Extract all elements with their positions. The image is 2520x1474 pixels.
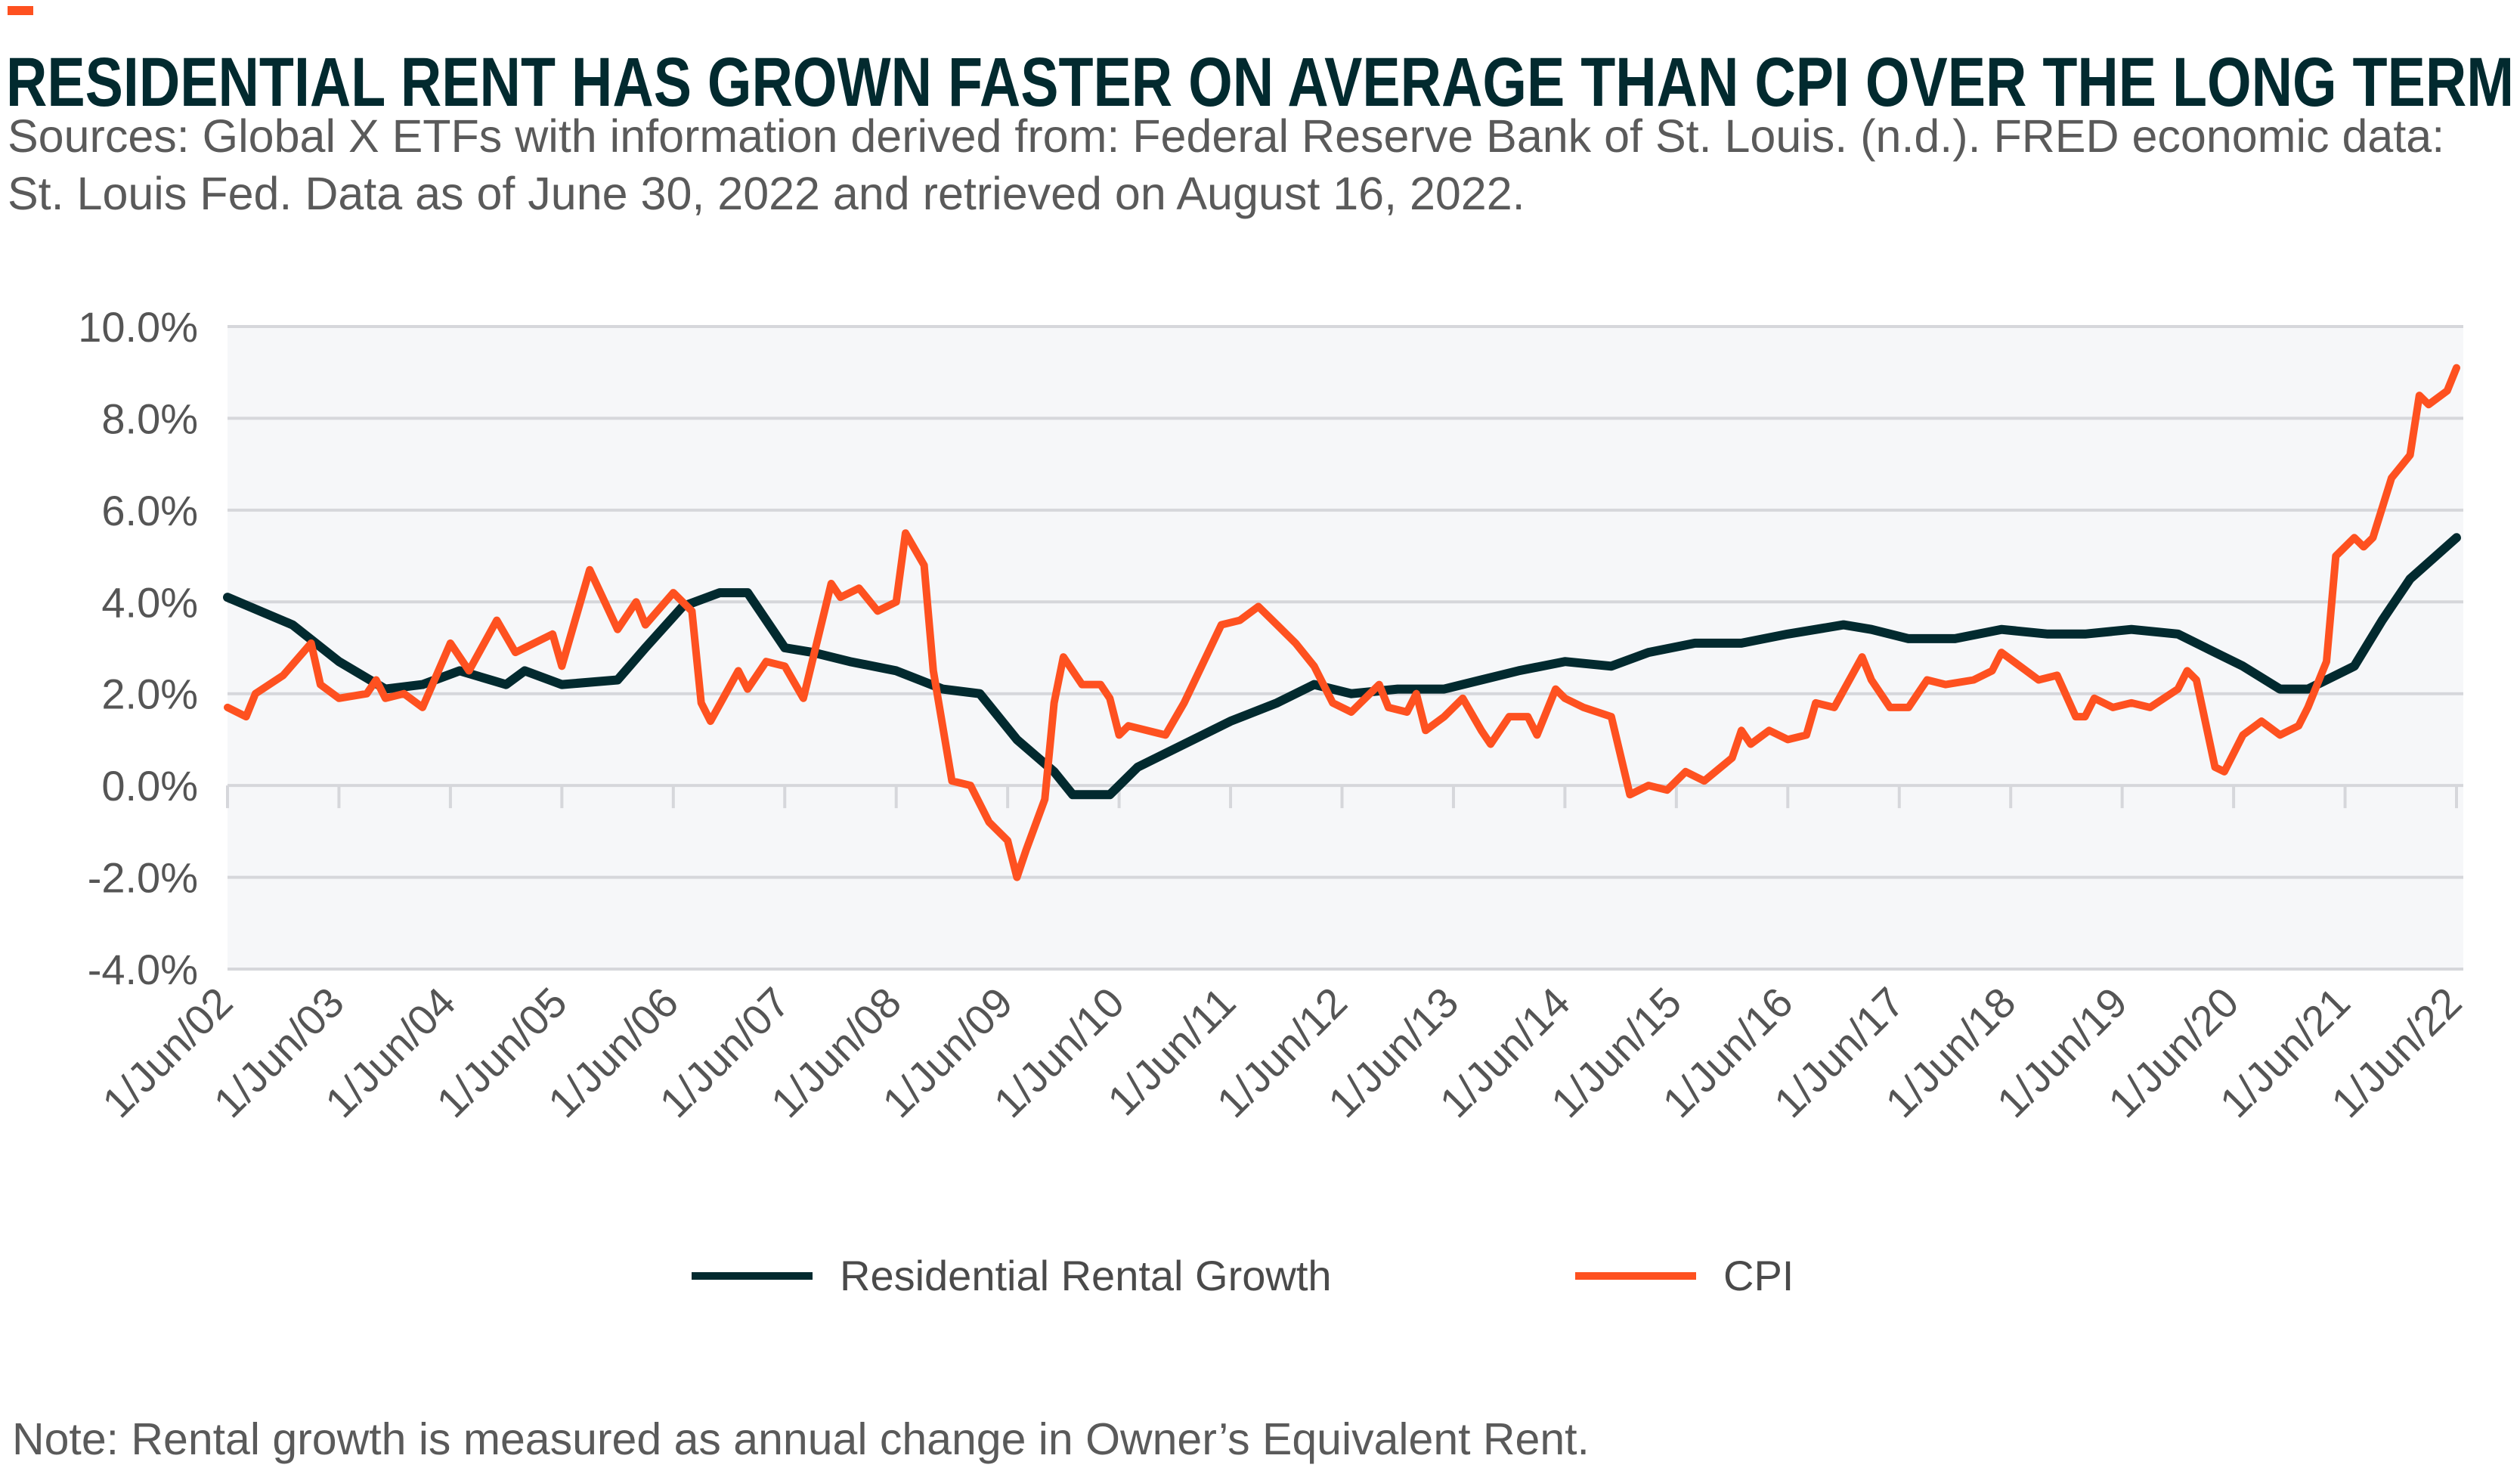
y-tick-label: -2.0% (88, 854, 198, 902)
chart-title-container: RESIDENTIAL RENT HAS GROWN FASTER ON AVE… (6, 36, 2515, 121)
y-tick-label: 4.0% (101, 578, 198, 626)
y-tick-label: 10.0% (78, 303, 198, 351)
plot-area (228, 327, 2463, 969)
legend-swatch-rent (692, 1271, 813, 1280)
source-text: Sources: Global X ETFs with information … (8, 107, 2502, 222)
legend-item-cpi: CPI (1575, 1251, 1794, 1300)
legend-label-cpi: CPI (1723, 1252, 1794, 1299)
series-line-cpi (224, 364, 2460, 881)
legend-swatch-cpi (1575, 1271, 1696, 1280)
y-tick-label: 0.0% (101, 762, 198, 810)
accent-bar (8, 6, 33, 15)
footnote: Note: Rental growth is measured as annua… (12, 1414, 1590, 1464)
legend-label-rent: Residential Rental Growth (840, 1252, 1332, 1299)
legend-item-rent: Residential Rental Growth (692, 1251, 1332, 1300)
y-tick-label: 6.0% (101, 487, 198, 534)
chart-title: RESIDENTIAL RENT HAS GROWN FASTER ON AVE… (6, 44, 2514, 119)
source-line-1: Sources: Global X ETFs with information … (8, 110, 2445, 162)
source-line-2: St. Louis Fed. Data as of June 30, 2022 … (8, 168, 1525, 219)
y-tick-label: 8.0% (101, 395, 198, 442)
y-tick-label: 2.0% (101, 670, 198, 718)
y-tick-label: -4.0% (88, 946, 198, 993)
series-line-rental-growth (223, 533, 2461, 800)
